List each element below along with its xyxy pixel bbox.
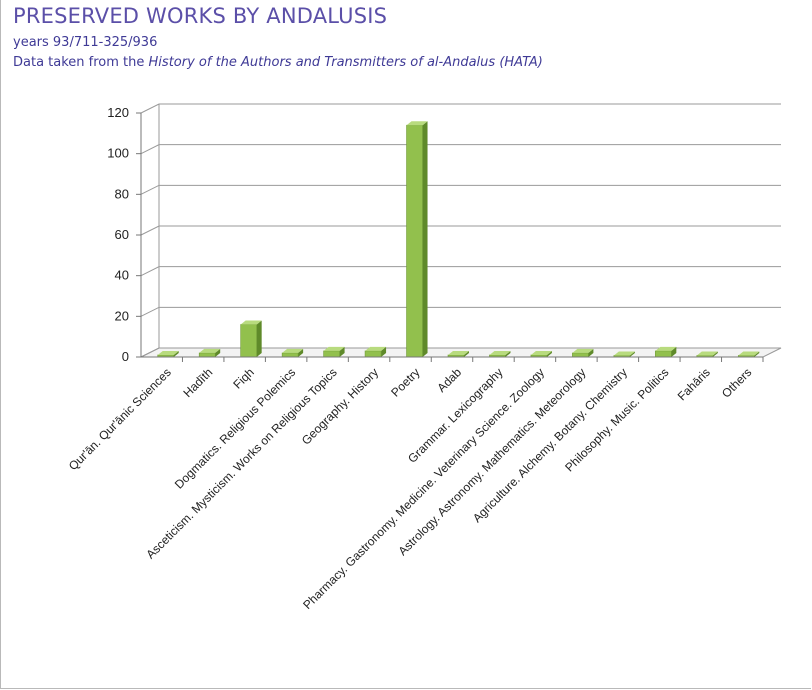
x-tick-label: Others — [719, 365, 754, 400]
bar-side — [422, 121, 428, 357]
gridline — [140, 225, 781, 236]
bar — [406, 121, 428, 358]
bar-top — [157, 350, 179, 355]
x-axis: Qur'ān. Qur'ānic Sciences Hadīth FiqhDogma… — [66, 356, 764, 612]
y-tick-label: 60 — [115, 227, 129, 242]
bar — [572, 348, 594, 358]
bar-front — [323, 350, 340, 358]
bar-side — [546, 350, 552, 357]
bar-side — [256, 320, 262, 357]
bar-side — [712, 351, 718, 357]
bar-side — [464, 350, 469, 357]
bar-side — [671, 346, 677, 357]
x-tick-label: Astrology. Astronomy. Mathematics. Meteo… — [395, 365, 588, 558]
bar-side — [298, 348, 304, 357]
bar-front — [655, 350, 672, 358]
bar-side — [381, 346, 387, 357]
bar-top — [655, 346, 677, 351]
gridline — [140, 184, 781, 195]
x-tick-label: Adab — [434, 365, 464, 395]
bar-side — [588, 348, 594, 357]
bar-top — [240, 320, 262, 325]
y-tick-label: 80 — [115, 186, 129, 201]
bar-top — [738, 351, 760, 356]
y-tick-label: 120 — [107, 105, 129, 120]
source-title: History of the Authors and Transmitters … — [148, 55, 543, 70]
chart-subtitle: years 93/711-325/936 — [13, 35, 158, 50]
bar — [364, 346, 387, 358]
y-tick-label: 40 — [115, 268, 129, 283]
bar — [613, 351, 635, 358]
bar-top — [406, 121, 428, 126]
bar-top — [696, 351, 718, 356]
bar — [323, 346, 345, 358]
bar-top — [530, 350, 552, 355]
x-tick-label: Fahāris — [675, 365, 713, 403]
bar — [696, 351, 718, 358]
bar-front — [198, 352, 216, 358]
chart-header: PRESERVED WORKS BY ANDALUSIS years 93/71… — [13, 0, 543, 70]
bar — [240, 320, 262, 358]
gridline — [140, 306, 781, 317]
bar-front — [572, 352, 589, 358]
x-tick-label: Agriculture. Alchemy. Botany. Chemistry — [470, 365, 630, 525]
bar-top — [613, 351, 635, 356]
y-tick-label: 0 — [122, 349, 129, 364]
bar-top — [199, 348, 221, 353]
y-axis: 0 20 40 60 80 100 120 — [107, 105, 142, 364]
chart-source: Data taken from the History of the Autho… — [13, 55, 543, 70]
bar-side — [173, 350, 179, 357]
x-tick-label: Asceticism. Mysticism. Works on Religiou… — [143, 365, 339, 561]
bar-side — [339, 346, 345, 357]
x-tick-label: Fiqh — [230, 365, 256, 391]
bar-top — [323, 346, 345, 351]
bar-side — [629, 351, 635, 357]
source-prefix: Data taken from the — [13, 55, 149, 70]
bar-side — [754, 351, 760, 357]
bar-top — [365, 346, 387, 351]
bar-side — [505, 350, 511, 357]
y-tick-label: 20 — [115, 308, 129, 323]
bar-front — [240, 324, 257, 358]
bar-top — [489, 350, 511, 355]
y-tick-label: 100 — [107, 146, 129, 161]
bar-front — [364, 350, 382, 358]
x-tick-label: Geography. History — [299, 365, 381, 447]
gridline — [140, 103, 781, 114]
gridline — [140, 266, 781, 277]
gridlines — [140, 103, 782, 358]
chart-title: PRESERVED WORKS BY ANDALUSIS — [13, 4, 388, 28]
x-tick-label: Poetry — [388, 365, 422, 399]
bar-front — [406, 124, 423, 358]
bar-front — [281, 352, 299, 358]
bar — [489, 350, 511, 358]
bar-top — [448, 350, 469, 355]
bar-side — [215, 348, 221, 357]
bar — [655, 346, 677, 358]
x-tick-label: Qur'ān. Qur'ānic Sciences — [66, 365, 174, 473]
bar — [737, 351, 760, 358]
bar-top — [572, 348, 594, 353]
gridline — [140, 347, 781, 358]
gridline — [140, 144, 781, 155]
x-tick-label: Hadīth — [180, 365, 215, 400]
bar — [198, 348, 221, 358]
bar-top — [282, 348, 304, 353]
bars — [157, 121, 760, 358]
